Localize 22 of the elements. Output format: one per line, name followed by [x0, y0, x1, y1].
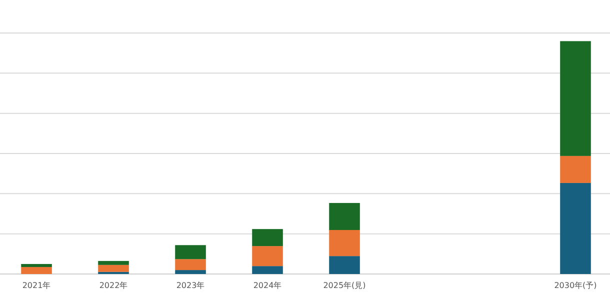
x-tick-label: 2022年 — [99, 281, 128, 290]
bar — [98, 264, 129, 272]
bar — [175, 270, 206, 274]
x-tick-label: 2025年(見) — [323, 281, 366, 290]
bar — [329, 202, 360, 230]
bar — [21, 264, 52, 268]
bar — [560, 156, 591, 183]
bar — [329, 256, 360, 274]
bar — [560, 41, 591, 156]
bar — [252, 266, 283, 274]
bar — [175, 259, 206, 270]
x-tick-label: 2024年 — [253, 281, 282, 290]
bar — [252, 229, 283, 246]
bar — [329, 230, 360, 256]
bar — [560, 182, 591, 274]
x-tick-label: 2030年(予) — [554, 281, 597, 290]
x-tick-label: 2021年 — [22, 281, 51, 290]
bar — [175, 245, 206, 260]
bar — [21, 267, 52, 274]
x-tick-label: 2023年 — [176, 281, 205, 290]
bar — [252, 246, 283, 266]
bar — [98, 260, 129, 265]
